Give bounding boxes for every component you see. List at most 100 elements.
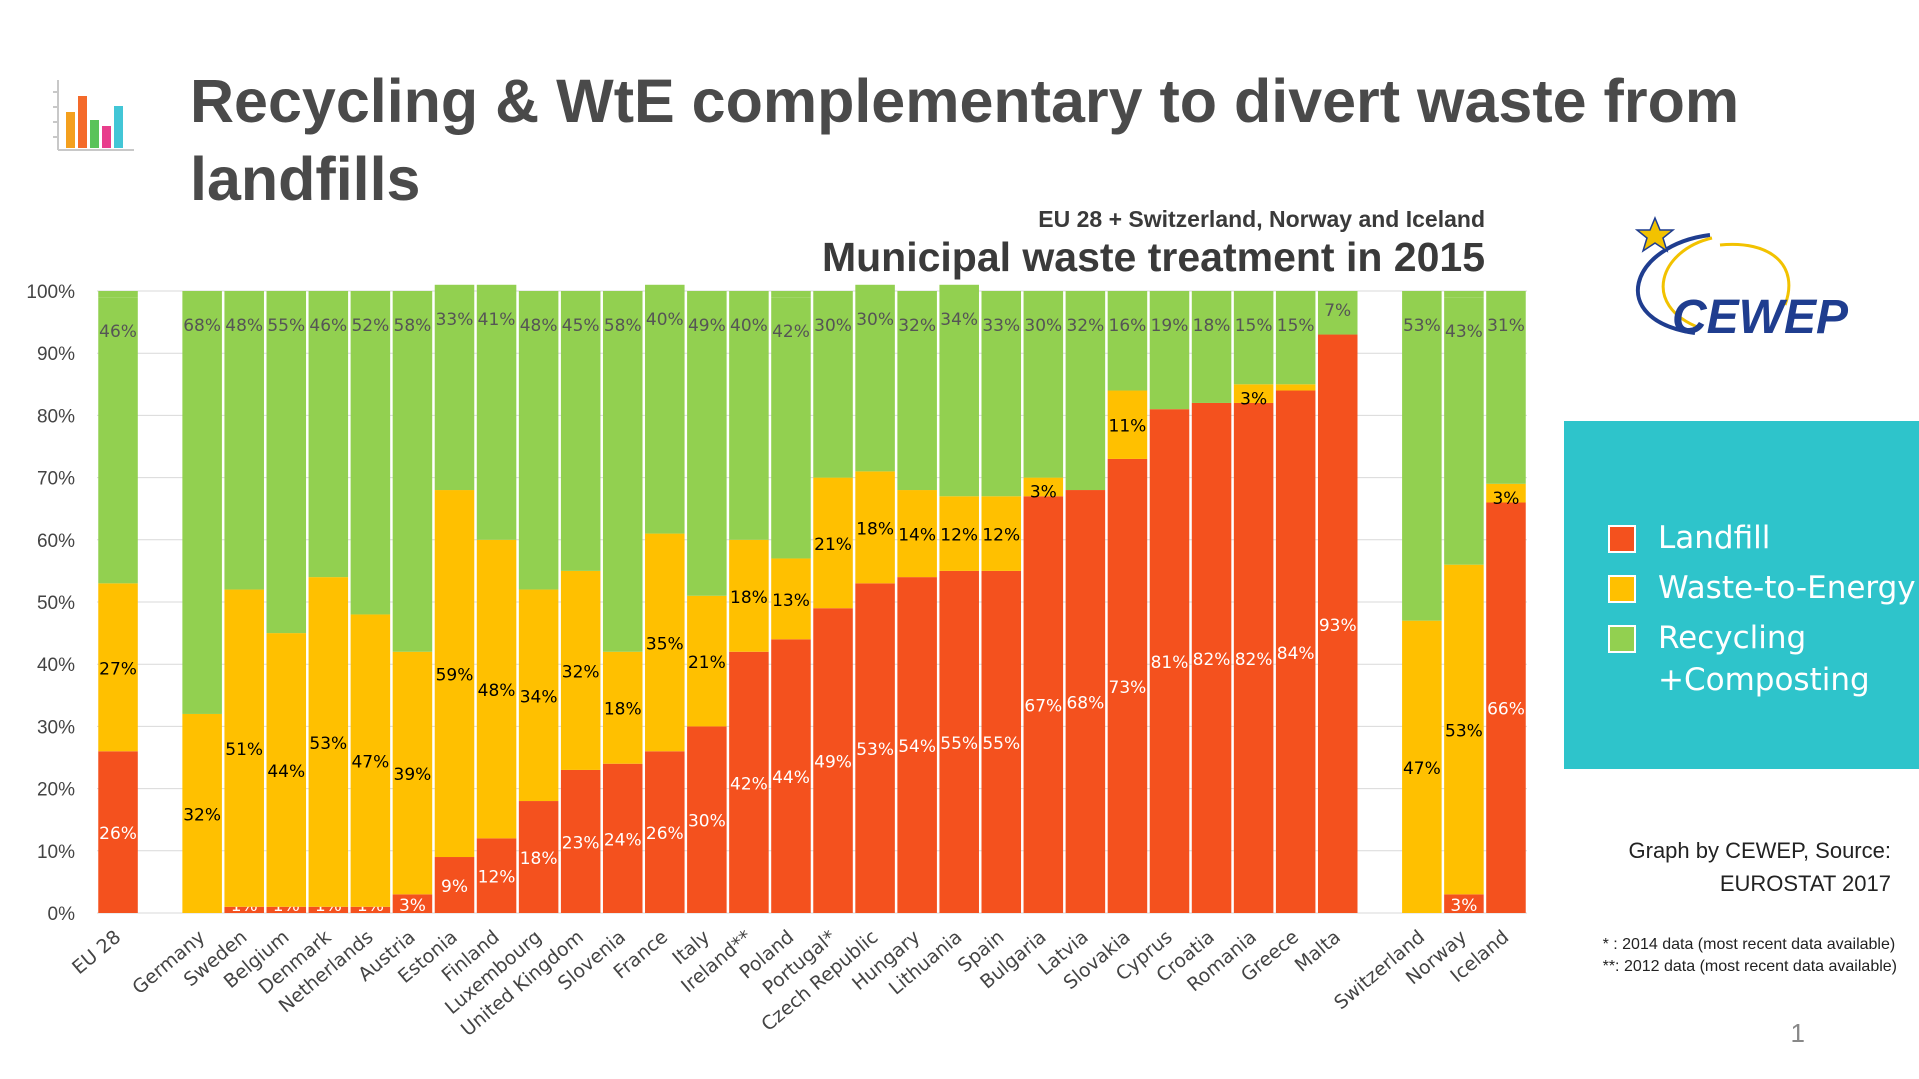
data-label: 51% <box>225 740 263 760</box>
bar-segment <box>434 284 475 491</box>
bar-segment <box>1107 390 1148 459</box>
data-label: 55% <box>267 316 305 336</box>
bar-segment <box>981 496 1022 571</box>
page-number: 1 <box>1790 1018 1805 1048</box>
data-label: 67% <box>1024 697 1062 717</box>
data-label: 26% <box>646 824 684 844</box>
data-label: 21% <box>688 653 726 673</box>
data-label: 82% <box>1235 650 1273 670</box>
bar-segment <box>518 589 559 802</box>
y-tick-label: 80% <box>37 406 75 427</box>
legend-label: Waste-to-Energy <box>1658 570 1916 606</box>
bar-segment <box>1486 483 1526 503</box>
legend-swatch <box>1608 575 1636 603</box>
data-label: 12% <box>982 526 1020 546</box>
data-label: 27% <box>99 659 137 679</box>
bar-segment <box>855 471 895 584</box>
bar-chart-icon <box>53 80 134 151</box>
data-label: 44% <box>267 762 305 782</box>
y-tick-label: 100% <box>26 282 75 303</box>
data-label: 3% <box>1030 483 1057 503</box>
data-label: 44% <box>772 768 810 788</box>
data-label: 54% <box>898 737 936 757</box>
data-label: 30% <box>856 310 894 330</box>
data-label: 68% <box>1066 694 1104 714</box>
data-label: 42% <box>772 322 810 342</box>
data-label: 18% <box>730 588 768 608</box>
legend-item-waste-to-energy: Waste-to-Energy <box>1608 567 1916 609</box>
bar-segment <box>518 291 559 590</box>
data-label: 48% <box>520 316 558 336</box>
bar-segment <box>476 284 517 540</box>
data-label: 32% <box>562 662 600 682</box>
data-label: 53% <box>309 734 347 754</box>
bar-segment <box>1107 291 1148 391</box>
data-label: 18% <box>856 519 894 539</box>
y-tick-label: 10% <box>37 842 75 863</box>
bar-segment <box>476 838 517 913</box>
bar-segment <box>98 751 138 913</box>
bar-segment <box>1275 291 1316 385</box>
bar-segment <box>1444 564 1484 895</box>
data-label: 66% <box>1487 700 1525 720</box>
bar-segment <box>1275 384 1316 391</box>
data-label: 14% <box>898 526 936 546</box>
bar-segment <box>897 490 937 578</box>
bar-segment <box>224 291 264 590</box>
data-label: 34% <box>520 687 558 707</box>
data-label: 43% <box>1445 322 1483 342</box>
bar-segment <box>518 801 559 913</box>
bar-segment <box>1023 477 1064 497</box>
data-label: 32% <box>1066 316 1104 336</box>
bar-segment <box>560 291 601 571</box>
bar-segment <box>266 633 307 907</box>
bar-segment <box>687 291 727 596</box>
data-label: 16% <box>1109 316 1147 336</box>
bar-segment <box>1065 490 1106 913</box>
bar-segment <box>1191 402 1232 913</box>
bar-segment <box>687 595 727 727</box>
data-label: 59% <box>436 666 474 686</box>
data-label: 15% <box>1277 316 1315 336</box>
data-label: 68% <box>183 316 221 336</box>
bar-segment <box>645 533 685 752</box>
legend-label: Recycling +Composting <box>1658 620 1870 698</box>
data-label: 30% <box>688 812 726 832</box>
y-tick-label: 50% <box>37 593 75 614</box>
bar-segment <box>897 577 937 913</box>
data-label: 58% <box>604 316 642 336</box>
bar-segment <box>392 894 433 913</box>
x-tick-label: Malta <box>1291 926 1345 977</box>
data-label: 53% <box>1445 722 1483 742</box>
bar-segment <box>771 291 811 298</box>
bar-segment <box>897 291 937 491</box>
data-label: 30% <box>814 316 852 336</box>
bar-segment <box>939 284 979 497</box>
data-label: 18% <box>604 700 642 720</box>
source-credit: Graph by CEWEP, Source: EUROSTAT 2017 <box>1629 834 1892 900</box>
bar-segment <box>1486 291 1526 484</box>
bar-segment <box>813 291 853 478</box>
bar-segment <box>434 490 475 858</box>
bar-segment <box>392 651 433 895</box>
bar-segment <box>1149 409 1190 913</box>
data-label: 55% <box>982 734 1020 754</box>
bar-segment <box>1444 291 1484 298</box>
bar-segment <box>813 477 853 609</box>
bar-segment <box>1233 402 1274 913</box>
bar-segment <box>182 713 222 913</box>
data-label: 30% <box>1024 316 1062 336</box>
bar-segment <box>855 583 895 913</box>
bar-segment <box>98 297 138 584</box>
legend-swatch <box>1608 625 1636 653</box>
page-title: Recycling & WtE complementary to divert … <box>190 67 1740 213</box>
bar-segment <box>560 769 601 913</box>
data-label: 58% <box>394 316 432 336</box>
data-label: 40% <box>730 316 768 336</box>
bar-segment <box>602 763 643 913</box>
bar-segment <box>813 608 853 913</box>
bar-segment <box>1444 894 1484 913</box>
legend-swatch <box>1608 525 1636 553</box>
data-label: 46% <box>99 322 137 342</box>
data-label: 32% <box>898 316 936 336</box>
